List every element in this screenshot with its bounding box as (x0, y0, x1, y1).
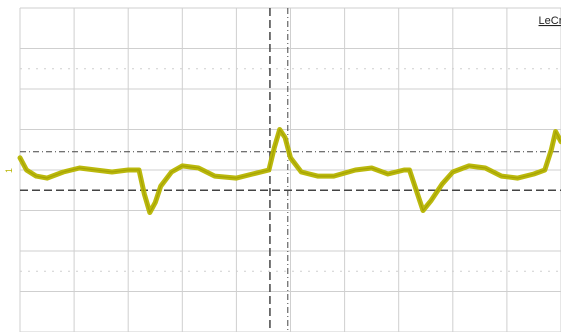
major-grid (19, 7, 561, 332)
trace-noise-core-1 (19, 128, 561, 214)
channel-1-marker: 1 (4, 168, 14, 173)
trace-layer (17, 127, 561, 215)
brand-logo-text: LeCroy (539, 15, 561, 27)
